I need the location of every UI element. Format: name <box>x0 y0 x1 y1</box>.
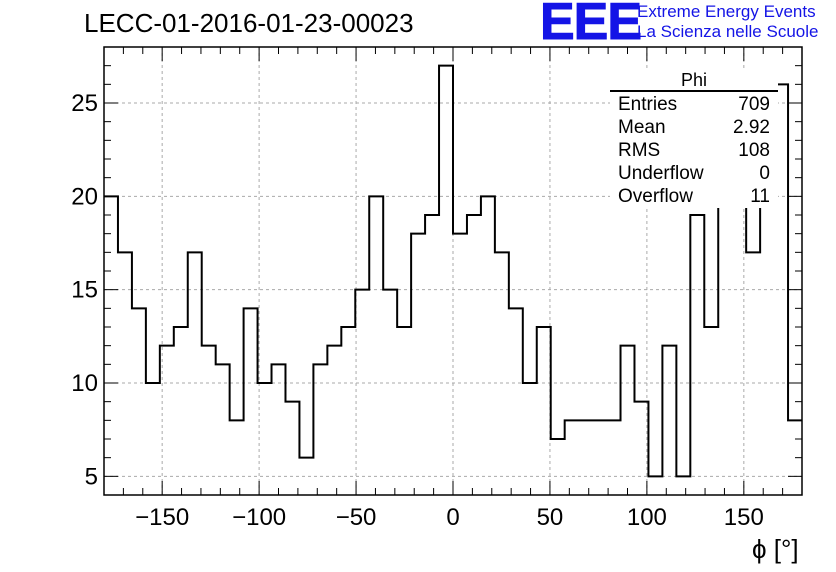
stats-row-underflow: Underflow 0 <box>610 162 778 185</box>
histogram-bin <box>285 402 299 495</box>
histogram-bin <box>704 327 718 495</box>
stats-title: Phi <box>680 70 707 90</box>
histogram-bin <box>146 383 160 495</box>
histogram-bin <box>244 308 258 495</box>
tick-labels: −150 −100 −50 0 50 100 150 5 10 15 20 25 <box>71 90 764 531</box>
stats-row-mean: Mean 2.92 <box>610 116 778 139</box>
histogram-bin <box>313 364 327 495</box>
y-tick-label: 20 <box>71 183 98 210</box>
stats-value: 709 <box>738 94 770 115</box>
stats-row-rms: RMS 108 <box>610 139 778 162</box>
stats-label: Mean <box>618 117 666 138</box>
histogram-bin <box>648 476 662 495</box>
stats-value: 0 <box>759 163 770 184</box>
histogram-bin <box>369 196 383 495</box>
histogram-bin <box>453 234 467 495</box>
stats-label: Entries <box>618 94 678 115</box>
x-tick-label: −50 <box>336 504 377 531</box>
stats-value: 2.92 <box>733 117 770 138</box>
histogram-bin <box>690 215 704 495</box>
stats-rows: Entries 709 Mean 2.92 RMS 108 Underflow 0 Overfl… <box>610 93 778 208</box>
histogram-bin <box>621 346 635 495</box>
histogram-bin <box>676 476 690 495</box>
histogram-bin <box>551 439 565 495</box>
histogram-bin <box>746 252 760 495</box>
histogram-bin <box>481 196 495 495</box>
stats-label: Overflow <box>618 186 693 207</box>
eee-logo: EEE Extreme Energy Events La Scienza nel… <box>539 0 836 51</box>
histogram-bin <box>523 383 537 495</box>
histogram-bin <box>299 458 313 495</box>
histogram-bin <box>411 234 425 495</box>
stats-divider <box>610 90 778 92</box>
histogram-bin <box>160 346 174 495</box>
stats-row-entries: Entries 709 <box>610 93 778 116</box>
x-axis-label: ϕ [°] <box>752 534 799 564</box>
stats-label: Underflow <box>618 163 704 184</box>
histogram-bin <box>425 215 439 495</box>
histogram-bin <box>495 252 509 495</box>
histogram-bin <box>439 66 453 495</box>
x-tick-label: 150 <box>724 504 764 531</box>
histogram-bin <box>607 420 621 495</box>
histogram-bin <box>132 308 146 495</box>
axes <box>103 46 803 496</box>
y-tick-label: 5 <box>85 463 98 490</box>
histogram-bin <box>327 346 341 495</box>
histogram-bin <box>397 327 411 495</box>
histogram-bin <box>593 420 607 495</box>
histogram-bin <box>718 196 732 495</box>
x-tick-label: −150 <box>135 504 189 531</box>
histogram-line <box>104 64 802 478</box>
histogram-bin <box>202 346 216 495</box>
stats-value: 11 <box>750 186 770 207</box>
histogram-bin <box>760 159 774 495</box>
y-tick-label: 10 <box>71 370 98 397</box>
stats-label: RMS <box>618 140 661 161</box>
x-tick-label: 50 <box>537 504 564 531</box>
y-tick-label: 25 <box>71 90 98 117</box>
stats-box: Phi Entries 709 Mean 2.92 RMS 108 Underflow 0 Ov… <box>610 70 778 208</box>
histogram-bin <box>174 327 188 495</box>
x-tick-label: 100 <box>627 504 667 531</box>
histogram-bin <box>188 252 202 495</box>
histogram-bin <box>579 420 593 495</box>
y-tick-label: 15 <box>71 277 98 304</box>
histogram-bin <box>467 215 481 495</box>
histogram-bin <box>732 178 746 495</box>
histogram-bin <box>565 420 579 495</box>
logo-caption-line2: La Scienza nelle Scuole <box>637 22 819 41</box>
histogram-bin <box>509 308 523 495</box>
eee-logo-mark: EEE <box>539 0 642 51</box>
histogram-bin <box>118 252 132 495</box>
stats-value: 108 <box>738 140 770 161</box>
x-tick-label: 0 <box>446 504 459 531</box>
histogram-bin <box>634 402 648 495</box>
logo-caption-line1: Extreme Energy Events <box>637 2 816 21</box>
histogram-bin <box>258 383 272 495</box>
histogram-bin <box>216 364 230 495</box>
histogram-bin <box>355 290 369 495</box>
stats-row-overflow: Overflow 11 <box>610 185 778 208</box>
histogram-bin <box>341 327 355 495</box>
histogram-bin <box>383 290 397 495</box>
histogram-bin <box>662 346 676 495</box>
chart-title: LECC-01-2016-01-23-00023 <box>84 8 414 38</box>
histogram-bin <box>272 364 286 495</box>
x-tick-label: −100 <box>232 504 286 531</box>
histogram-bin <box>230 420 244 495</box>
histogram-bin <box>537 327 551 495</box>
